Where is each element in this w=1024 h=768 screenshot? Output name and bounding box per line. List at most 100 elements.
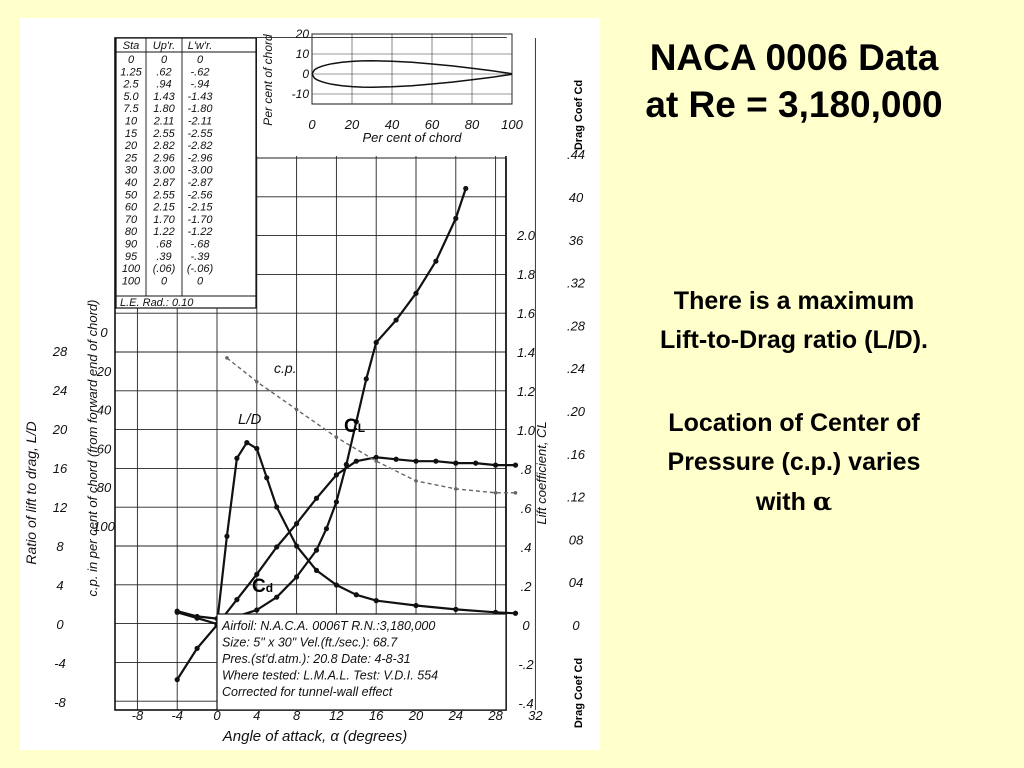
series-label-cp: c.p.	[274, 360, 297, 376]
series-label-ld: L/D	[238, 411, 262, 428]
table-cell: 25	[124, 152, 138, 164]
series-label-cl: CL	[344, 416, 365, 437]
series-point-ld	[294, 543, 300, 549]
series-point-cp	[374, 459, 379, 463]
cl-tick-label: .8	[521, 462, 533, 477]
table-cell: -2.55	[187, 128, 213, 140]
cd-tick-label: .24	[567, 361, 585, 376]
series-point-cl	[274, 544, 280, 550]
series-line-ld	[176, 441, 516, 626]
table-cell: .94	[156, 79, 171, 91]
series-point-cp	[414, 479, 418, 483]
table-cell: -2.56	[187, 189, 213, 201]
x-tick-label: 0	[213, 708, 221, 723]
series-point-cp	[255, 379, 259, 384]
table-cell: 20	[124, 140, 138, 152]
series-point-cl	[333, 472, 339, 478]
airfoil-lower-surface	[311, 73, 513, 88]
inset-y-tick: 10	[296, 47, 310, 61]
x-tick-label: 8	[293, 708, 301, 723]
series-point-cp	[493, 491, 498, 495]
series-point-cl	[473, 460, 479, 466]
x-axis-ticks: -8 -4 0 4 8 12 16 20 24 28 32	[132, 708, 544, 723]
table-cell: 1.25	[120, 66, 142, 78]
series-point-cl	[254, 571, 260, 577]
cd-tick-label: .12	[567, 490, 586, 505]
ld-tick-label: 16	[53, 461, 68, 476]
table-cell: -.62	[191, 66, 210, 78]
cd-tick-label: 40	[569, 190, 584, 205]
x-tick-label: -4	[171, 708, 183, 723]
table-cell: 10	[125, 116, 138, 128]
series-point-cl	[393, 456, 399, 462]
cp-tick-label: 60	[97, 441, 112, 456]
series-point-cd	[274, 594, 280, 600]
series-label-cd-main: C	[252, 576, 266, 597]
cd-tick-label: .32	[567, 276, 586, 291]
series-point-ld	[313, 567, 320, 573]
table-cell: 0	[161, 275, 168, 287]
series-point-cl	[413, 458, 419, 464]
inset-y-tick: 20	[295, 27, 310, 41]
ld-tick-label: -4	[54, 656, 66, 671]
table-header: Up'r.	[153, 40, 175, 52]
ld-tick-label: 24	[52, 383, 67, 398]
table-cell: 1.80	[153, 103, 175, 115]
inset-x-tick: 100	[501, 117, 523, 132]
cp-axis-ticks: 0 20 40 60 80 100	[93, 325, 115, 534]
ordinates-table: Sta Up'r. L'w'r.0 0 01.25.62 -.622.5.94 -.945.…	[115, 37, 257, 309]
table-cell: (.06)	[153, 263, 176, 275]
table-cell: 0	[197, 275, 204, 287]
table-cell: 0	[161, 54, 168, 66]
note-cp-with: with	[755, 488, 806, 516]
table-cell: -.94	[191, 79, 210, 91]
series-point-cl	[453, 460, 459, 466]
table-cell: 2.15	[152, 202, 175, 214]
inset-x-tick: 40	[385, 117, 400, 132]
table-cell: -2.15	[187, 202, 213, 214]
inset-y-tick: -10	[292, 87, 310, 101]
info-box-line: Size: 5" x 30" Vel.(ft./sec.): 68.7	[222, 636, 398, 650]
airfoil-upper-surface	[311, 60, 513, 75]
table-cell: -.39	[191, 251, 210, 263]
cp-tick-label: 100	[93, 519, 115, 534]
series-point-cl	[353, 458, 359, 464]
cl-tick-label: 1.8	[517, 267, 536, 282]
series-point-ld	[274, 504, 280, 510]
table-cell: -.68	[191, 239, 211, 251]
cl-tick-label: 1.6	[517, 306, 536, 321]
cp-tick-label: 80	[97, 480, 112, 495]
series-point-cp	[225, 356, 229, 360]
test-info-box: Airfoil: N.A.C.A. 0006T R.N.:3,180,000 Si…	[216, 613, 507, 711]
cd-tick-label: 36	[569, 233, 584, 248]
series-point-ld	[333, 582, 339, 588]
cl-tick-label: 1.0	[517, 423, 536, 438]
x-tick-label: 16	[369, 708, 384, 723]
inset-x-label: Per cent of chord	[363, 130, 463, 145]
table-cell: 2.82	[152, 140, 174, 152]
x-tick-label: 24	[448, 708, 463, 723]
table-cell: -1.22	[187, 226, 212, 238]
series-point-ld	[512, 610, 519, 616]
series-point-cp	[454, 487, 458, 491]
series-label-cd-sub: d	[266, 581, 273, 595]
cl-tick-label: 2.0	[516, 228, 536, 243]
note-cp-line2: Pressure (c.p.) varies	[667, 448, 921, 476]
cp-axis-label: c.p. in per cent of chord (from forward …	[85, 300, 100, 597]
series-point-cl	[313, 495, 320, 501]
alpha-symbol: α	[812, 487, 833, 516]
series-point-ld	[453, 606, 459, 612]
table-cell: 80	[125, 226, 138, 238]
table-header: L'w'r.	[188, 40, 213, 52]
cp-tick-label: 0	[100, 325, 108, 340]
table-cell: 15	[125, 128, 138, 140]
series-point-ld	[174, 609, 180, 615]
series-point-ld	[194, 615, 200, 621]
cl-tick-label: .6	[521, 501, 533, 516]
slide-title: NACA 0006 Data at Re = 3,180,000	[606, 34, 982, 128]
series-point-cl	[234, 597, 240, 603]
series-point-cd	[353, 419, 359, 425]
series-point-cp	[513, 491, 518, 495]
x-tick-label: 20	[408, 708, 424, 723]
table-frame	[115, 37, 257, 309]
